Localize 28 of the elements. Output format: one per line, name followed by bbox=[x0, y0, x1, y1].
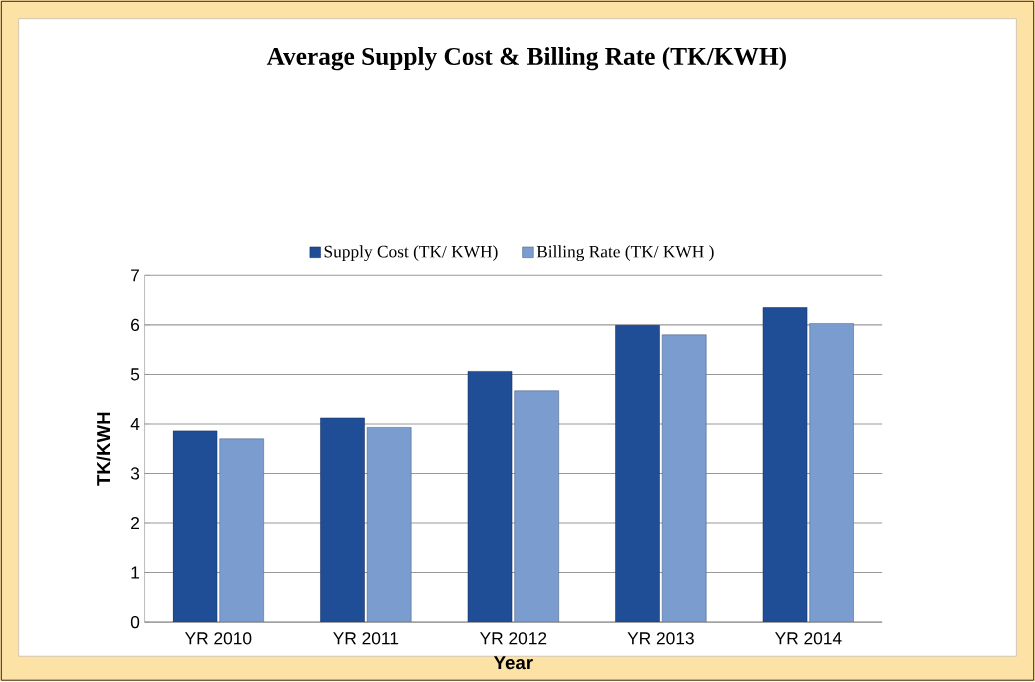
bar bbox=[615, 325, 660, 623]
x-tick-label: YR 2014 bbox=[775, 632, 842, 645]
y-tick-label: 7 bbox=[131, 269, 139, 282]
bar bbox=[366, 427, 412, 623]
bar bbox=[762, 307, 808, 623]
x-tick-label: YR 2013 bbox=[627, 632, 694, 645]
chart-title: Average Supply Cost & Billing Rate (TK/KWH) bbox=[266, 47, 786, 71]
bar bbox=[219, 438, 264, 623]
y-tick-label: 2 bbox=[131, 517, 139, 530]
y-tick-label: 3 bbox=[130, 467, 140, 480]
y-tick-label: 0 bbox=[130, 616, 140, 629]
legend-label: Supply Cost (TK/ KWH) bbox=[324, 245, 498, 262]
y-tick-label: 5 bbox=[130, 368, 140, 381]
bar bbox=[320, 417, 365, 623]
bar bbox=[467, 371, 513, 623]
x-axis-title: Year bbox=[493, 656, 533, 670]
bar bbox=[172, 430, 218, 623]
bar bbox=[809, 323, 854, 623]
y-tick-label: 4 bbox=[130, 418, 140, 431]
y-axis-title: TK/KWH bbox=[96, 412, 111, 487]
y-tick-label: 1 bbox=[131, 566, 140, 579]
y-tick-label: 6 bbox=[131, 318, 140, 332]
x-tick-label: YR 2011 bbox=[333, 632, 399, 645]
legend-label: Billing Rate (TK/ KWH ) bbox=[536, 245, 714, 262]
x-tick-label: YR 2012 bbox=[479, 632, 547, 645]
x-tick-label: YR 2010 bbox=[184, 632, 252, 645]
bar bbox=[514, 390, 559, 623]
bar bbox=[661, 334, 707, 623]
